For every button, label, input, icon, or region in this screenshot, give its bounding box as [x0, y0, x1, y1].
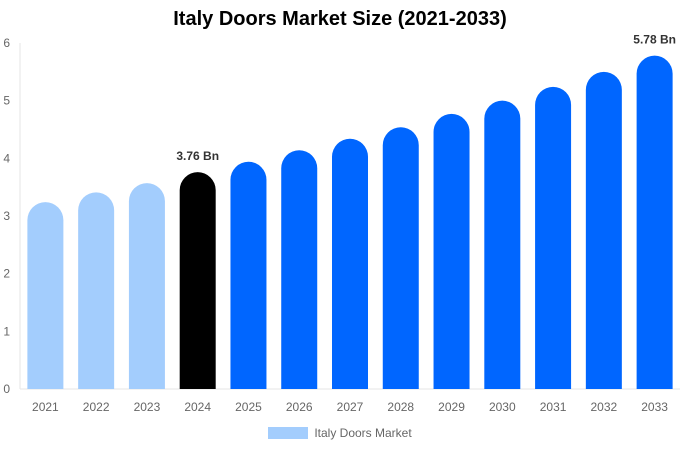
legend-label[interactable]: Italy Doors Market	[314, 426, 412, 440]
legend: Italy Doors Market	[0, 426, 680, 440]
data-label: 3.76 Bn	[176, 149, 219, 163]
x-tick-label: 2029	[438, 400, 465, 414]
x-tick-label: 2033	[641, 400, 668, 414]
x-tick-label: 2022	[83, 400, 110, 414]
bar-2030	[484, 100, 521, 389]
bar-2028	[382, 127, 419, 390]
y-tick-label: 3	[3, 209, 10, 223]
x-tick-label: 2023	[134, 400, 161, 414]
x-tick-label: 2024	[184, 400, 211, 414]
bar-2033	[636, 55, 673, 389]
data-label: 5.78 Bn	[633, 33, 676, 47]
x-tick-label: 2028	[387, 400, 414, 414]
bar-2027	[332, 138, 368, 389]
x-tick-label: 2025	[235, 400, 262, 414]
chart-title: Italy Doors Market Size (2021-2033)	[173, 8, 507, 30]
y-tick-label: 1	[3, 324, 10, 338]
y-tick-label: 4	[3, 151, 10, 165]
bar-2026	[281, 150, 318, 389]
legend-swatch	[268, 427, 309, 439]
y-tick-label: 0	[3, 382, 10, 396]
x-tick-label: 2030	[489, 400, 516, 414]
x-tick-label: 2031	[540, 400, 567, 414]
bar-2023	[128, 183, 165, 389]
x-tick-label: 2027	[337, 400, 364, 414]
bar-2022	[78, 192, 115, 389]
y-tick-label: 5	[3, 94, 10, 108]
y-tick-label: 6	[3, 36, 10, 50]
bar-2025	[230, 161, 267, 389]
bar-2032	[585, 71, 622, 389]
bar-2021	[27, 202, 64, 389]
bar-2031	[535, 86, 572, 390]
x-tick-label: 2026	[286, 400, 313, 414]
bar-2029	[433, 113, 470, 389]
x-tick-label: 2032	[590, 400, 617, 414]
y-tick-label: 2	[3, 267, 10, 281]
x-tick-label: 2021	[32, 400, 59, 414]
bar-2024	[179, 172, 216, 389]
